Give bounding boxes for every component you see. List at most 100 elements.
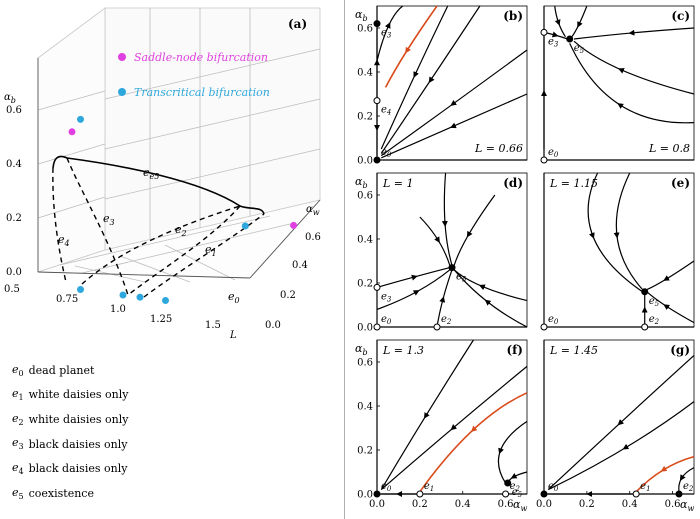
y-tick-label: 0.4	[357, 235, 373, 246]
panel-frame	[543, 172, 695, 328]
branch-e3	[66, 157, 129, 296]
flow-arrow	[428, 76, 435, 84]
equilibrium-e3	[373, 20, 381, 28]
flow-arrow	[450, 424, 457, 431]
transcritical-point	[77, 115, 84, 123]
flow-arrow	[554, 19, 561, 26]
equilibrium-label: e2	[683, 481, 694, 493]
y-tick-2: 0.4	[292, 260, 308, 271]
panel-label: (f)	[506, 343, 523, 357]
equilibrium-label: e0	[381, 147, 392, 159]
flow-arrow	[577, 21, 583, 28]
flow-arrow	[434, 236, 440, 243]
legend-item: e4 black daisies only	[12, 461, 128, 477]
x-tick-0: 0.5	[4, 284, 20, 295]
x-tick-2: 1.0	[110, 304, 126, 315]
transcritical-point	[119, 291, 127, 299]
panel-label: (g)	[670, 343, 690, 357]
y-tick-1: 0.2	[280, 290, 296, 301]
x-axis-label: αw	[513, 498, 527, 513]
L-value-label: L = 1.45	[549, 344, 598, 357]
flow-arrow	[618, 68, 625, 74]
equilibrium-e4	[373, 97, 381, 105]
trajectory	[380, 339, 474, 490]
x-tick-4: 1.5	[205, 320, 221, 331]
panel-a-label: (a)	[288, 17, 307, 31]
flow-arrow	[470, 425, 478, 432]
y-tick-label: 0.4	[357, 68, 373, 79]
flow-arrow	[405, 46, 411, 54]
z-tick-1: 0.2	[6, 213, 22, 224]
x-tick-label: 0.0	[536, 499, 552, 510]
y-tick-label: 0.6	[357, 24, 373, 35]
panel-frame	[376, 5, 528, 161]
legend-item: e5 coexistence	[12, 485, 94, 501]
equilibrium-e5	[504, 479, 512, 487]
equilibrium-label: e2	[510, 481, 521, 493]
L-value-label: L = 0.66	[474, 142, 523, 155]
x-tick-label: 0.4	[622, 499, 638, 510]
saddle-node-point	[68, 128, 76, 136]
y-tick-label: 0.0	[357, 323, 373, 334]
flow-arrow	[679, 474, 686, 481]
flow-arrow	[450, 99, 457, 106]
z-tick-2: 0.4	[6, 159, 22, 170]
x-tick-label: 0.2	[579, 499, 595, 510]
equilibrium-e0	[373, 156, 381, 164]
branch-label-e4: e4	[58, 233, 70, 248]
legend-saddle-node-marker	[118, 53, 126, 61]
y-axis-label: αb	[355, 8, 368, 23]
equilibria-legend: e0 dead planet e1 white daisies only e2 whi…	[12, 358, 332, 506]
equilibrium-e3	[540, 28, 548, 36]
panel-c: (c) L = 0.8 e3 e5 e0	[540, 5, 695, 164]
equilibrium-label: e2	[441, 314, 452, 326]
bifurcation-curves	[52, 155, 265, 215]
equilibrium-label: e3	[548, 36, 559, 48]
y-tick-label: 0.6	[357, 358, 373, 369]
x-tick-label: 0.6	[665, 499, 681, 510]
legend-item: e3 black daisies only	[12, 436, 128, 452]
L-value-label: L = 0.8	[648, 142, 690, 155]
branch-label-e0: e0	[228, 290, 240, 305]
flow-arrow	[449, 122, 457, 129]
x-axis-label: L	[229, 330, 237, 341]
equilibrium-label: e5	[649, 296, 660, 308]
flow-arrow	[622, 443, 630, 450]
L-value-label: L = 1	[382, 177, 414, 190]
panel-label: (b)	[503, 9, 523, 23]
panel-a-box	[37, 7, 322, 283]
y-tick-label: 0.0	[357, 156, 373, 167]
panel-frame	[376, 339, 528, 495]
equilibrium-label: e2	[649, 314, 660, 326]
flow-arrow	[498, 447, 504, 455]
x-tick-label: 0.6	[498, 499, 514, 510]
trajectory	[587, 172, 643, 293]
equilibrium-e5	[566, 35, 574, 43]
equilibrium-label: e3	[381, 28, 392, 40]
transcritical-point	[241, 222, 249, 230]
panel-label: (c)	[671, 9, 690, 23]
trajectory	[453, 269, 528, 302]
y-tick-label: 0.2	[357, 112, 373, 123]
flow-arrow	[413, 71, 419, 78]
trajectory	[376, 269, 451, 310]
z-tick-0: 0.0	[6, 267, 22, 278]
trajectory	[571, 5, 588, 38]
panel-a-points	[68, 115, 298, 304]
equilibrium-e0	[373, 490, 381, 498]
equilibrium-label: e0	[548, 147, 559, 159]
x-tick-label: 0.2	[412, 499, 428, 510]
transcritical-point	[136, 293, 144, 301]
branch-e0	[127, 205, 241, 296]
panel-a: Saddle-node bifurcation Transcritical bi…	[4, 7, 322, 341]
flow-arrow	[510, 473, 518, 479]
trajectory	[548, 401, 695, 491]
flow-arrow	[617, 419, 625, 426]
y-axis-label: αb	[355, 175, 368, 190]
flow-arrow	[423, 412, 430, 419]
branch-label-e3: e3	[103, 212, 115, 227]
y-tick-label: 0.2	[357, 446, 373, 457]
equilibrium-e2	[675, 490, 683, 498]
equilibrium-e0	[540, 490, 548, 498]
